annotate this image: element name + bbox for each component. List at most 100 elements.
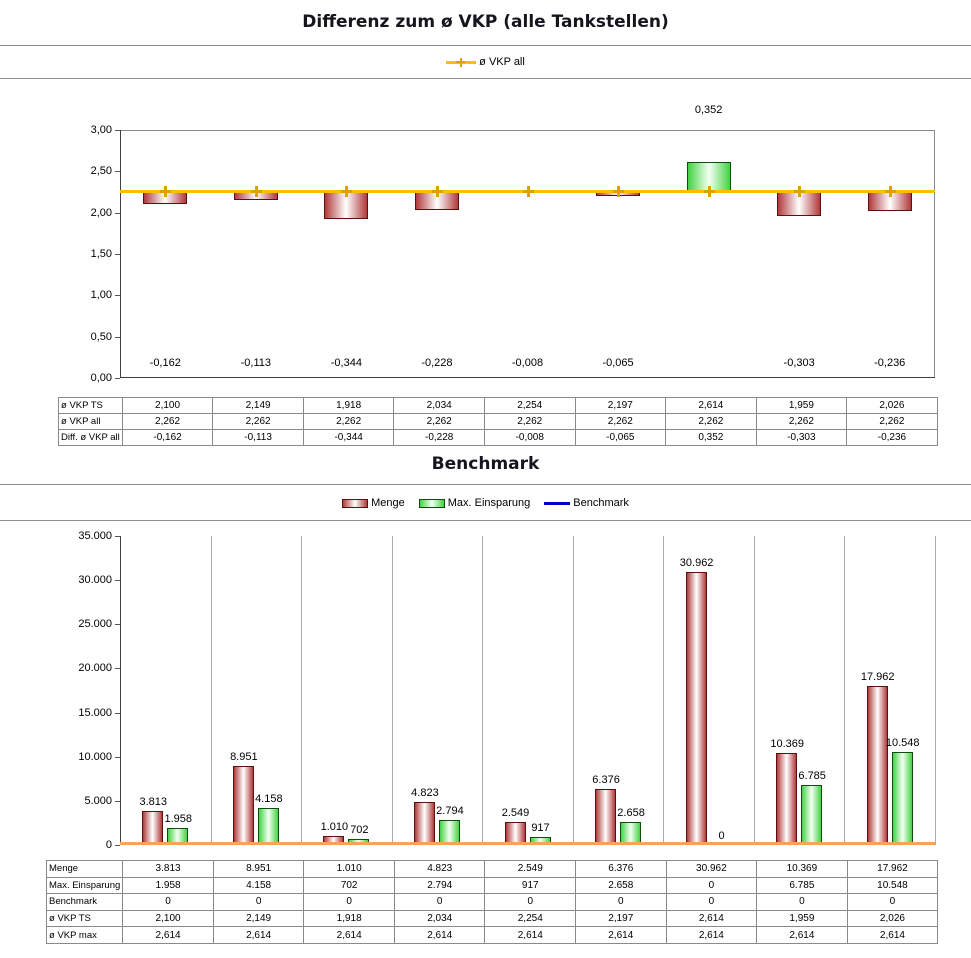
vkp-all-marker-icon xyxy=(431,186,443,197)
chart2-y-axis-label: 35.000 xyxy=(78,530,112,542)
vkp-all-marker-icon xyxy=(160,186,172,197)
einsparung-value-label: 10.548 xyxy=(885,736,920,749)
einsparung-value-label: 917 xyxy=(531,821,550,834)
value-cell: 0 xyxy=(122,893,214,911)
row-label: Menge xyxy=(45,860,124,878)
chart1-y-axis-label: 3,00 xyxy=(90,124,112,136)
benchmark-line-icon xyxy=(544,501,571,505)
value-cell: 2,100 xyxy=(122,909,214,928)
chart1-y-axis-tick xyxy=(115,212,120,214)
value-cell: 30.962 xyxy=(665,860,758,878)
chart1-diff-value-label: -0,065 xyxy=(602,357,634,369)
chart2-y-axis xyxy=(120,536,121,845)
value-cell: 1,959 xyxy=(756,909,848,928)
value-cell: -0,344 xyxy=(302,429,395,446)
value-cell: 0 xyxy=(665,876,758,895)
chart2-gridline xyxy=(482,536,484,845)
value-cell: 2,614 xyxy=(122,926,214,944)
value-cell: 2,262 xyxy=(212,413,304,430)
value-cell: 10.548 xyxy=(846,876,939,895)
value-cell: 1.958 xyxy=(122,876,214,895)
value-cell: 2,262 xyxy=(302,413,395,430)
row-label: Max. Einsparung xyxy=(45,876,124,895)
plus-marker-icon xyxy=(456,57,466,67)
chart1-data-table: ø VKP TS 2,100 2,149 1,918 2,034 2,254 2,197 2,… xyxy=(58,397,938,446)
value-cell: 2,149 xyxy=(212,397,304,414)
value-cell: 1,959 xyxy=(755,397,848,414)
row-label: ø VKP TS xyxy=(58,397,123,414)
chart1-diff-value-label: -0,113 xyxy=(240,357,272,369)
value-cell: 0 xyxy=(665,893,758,911)
table-row: Max. Einsparung 1.958 4.158 702 2.794 917 2.65… xyxy=(45,876,939,895)
value-cell: 6.376 xyxy=(575,860,667,878)
menge-bar xyxy=(776,753,798,845)
chart2-data-table: Menge 3.813 8.951 1.010 4.823 2.549 6.376 30.96… xyxy=(45,860,939,944)
chart1-diff-value-label: -0,228 xyxy=(421,357,453,369)
menge-value-label: 30.962 xyxy=(679,556,714,569)
legend-item-vkp-all: ø VKP all xyxy=(446,56,525,68)
value-cell: 2.658 xyxy=(575,876,667,895)
vkp-all-line-icon xyxy=(446,57,477,67)
value-cell: -0,303 xyxy=(755,429,848,446)
chart1-diff-value-label: 0,352 xyxy=(694,104,723,116)
menge-value-label: 3.813 xyxy=(139,796,168,809)
value-cell: 0 xyxy=(212,893,305,911)
legend-item-benchmark: Benchmark xyxy=(544,497,629,509)
row-label: ø VKP max xyxy=(45,926,124,944)
vkp-all-marker-icon xyxy=(884,186,896,197)
value-cell: 2,034 xyxy=(393,909,486,928)
chart2-gridline xyxy=(935,536,936,845)
vkp-all-marker-icon xyxy=(703,186,715,197)
value-cell: 2,614 xyxy=(665,926,758,944)
value-cell: 2,614 xyxy=(665,397,757,414)
chart2-y-axis-tick xyxy=(115,845,120,846)
chart2-gridline xyxy=(844,536,846,845)
row-label: Benchmark xyxy=(45,893,124,911)
chart1-y-axis-label: 0,00 xyxy=(90,372,112,384)
chart1-x-axis xyxy=(120,377,935,378)
menge-value-label: 2.549 xyxy=(501,807,530,820)
value-cell: 2,262 xyxy=(483,413,576,430)
value-cell: 1.010 xyxy=(303,860,395,878)
value-cell: 0 xyxy=(303,893,395,911)
chart2-gridline xyxy=(301,536,303,845)
table-row: Menge 3.813 8.951 1.010 4.823 2.549 6.376 30.96… xyxy=(45,860,939,878)
value-cell: 2,026 xyxy=(846,397,938,414)
value-cell: 2,614 xyxy=(393,926,486,944)
chart2-y-axis-tick xyxy=(115,580,120,582)
einsparung-value-label: 702 xyxy=(350,823,369,836)
einsparung-value-label: 0 xyxy=(718,830,725,842)
value-cell: 8.951 xyxy=(212,860,305,878)
value-cell: 2,262 xyxy=(393,413,485,430)
einsparung-value-label: 4.158 xyxy=(255,793,283,806)
chart2-y-axis-label: 5.000 xyxy=(84,794,112,807)
einsparung-bar xyxy=(257,808,279,845)
vkp-all-marker-icon xyxy=(250,186,262,197)
value-cell: 2,026 xyxy=(846,909,939,928)
chart2-y-axis-label: 30.000 xyxy=(78,574,112,587)
chart1-y-axis-tick xyxy=(115,336,120,338)
value-cell: 2,034 xyxy=(393,397,485,414)
chart2-y-axis-tick xyxy=(115,712,120,714)
chart2-y-axis-tick xyxy=(115,756,120,758)
legend-label-einsparung: Max. Einsparung xyxy=(447,497,531,509)
chart1-y-axis-label: 1,00 xyxy=(90,289,112,302)
value-cell: 0 xyxy=(756,893,848,911)
chart1-diff-value-label: -0,303 xyxy=(783,357,815,369)
value-cell: 2,197 xyxy=(575,909,667,928)
value-cell: 6.785 xyxy=(756,876,848,895)
value-cell: 2,614 xyxy=(575,926,667,944)
vkp-all-marker-icon xyxy=(794,186,806,197)
benchmark-line xyxy=(120,842,935,845)
chart1-diff-value-label: -0,236 xyxy=(874,357,906,369)
separator-line xyxy=(0,484,971,485)
chart1-diff-value-label: -0,344 xyxy=(330,357,362,369)
legend-label-vkp-all: ø VKP all xyxy=(479,56,525,68)
chart1-y-axis-tick xyxy=(115,130,120,131)
chart2-y-axis-label: 0 xyxy=(105,839,112,851)
chart2-y-axis-label: 10.000 xyxy=(78,750,112,763)
value-cell: 917 xyxy=(484,876,577,895)
chart2-y-axis-tick xyxy=(115,536,120,537)
value-cell: 2,614 xyxy=(484,926,577,944)
